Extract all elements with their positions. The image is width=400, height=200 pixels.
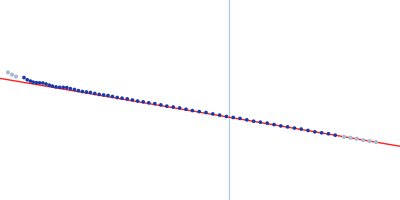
Point <box>56 86 63 89</box>
Point <box>119 97 125 100</box>
Point <box>105 94 111 97</box>
Point <box>298 127 304 131</box>
Point <box>312 130 318 133</box>
Point <box>318 131 325 134</box>
Point <box>176 106 183 110</box>
Point <box>67 87 74 90</box>
Point <box>271 123 277 126</box>
Point <box>305 129 311 132</box>
Point <box>347 136 354 139</box>
Point <box>64 86 70 89</box>
Point <box>170 105 176 109</box>
Point <box>291 126 298 130</box>
Point <box>92 92 98 95</box>
Point <box>230 116 236 119</box>
Point <box>140 100 146 103</box>
Point <box>43 82 49 86</box>
Point <box>79 90 86 93</box>
Point <box>210 112 216 116</box>
Point <box>152 102 158 105</box>
Point <box>183 108 189 111</box>
Point <box>33 81 40 84</box>
Point <box>27 79 34 83</box>
Point <box>146 101 152 104</box>
Point <box>71 88 78 91</box>
Point <box>24 78 30 81</box>
Point <box>83 90 90 94</box>
Point <box>360 139 366 142</box>
Point <box>257 121 264 124</box>
Point <box>332 134 338 137</box>
Point <box>114 96 120 99</box>
Point <box>196 110 202 113</box>
Point <box>354 137 360 140</box>
Point <box>164 105 170 108</box>
Point <box>49 84 56 88</box>
Point <box>13 75 19 78</box>
Point <box>134 99 141 103</box>
Point <box>223 115 230 118</box>
Point <box>100 93 107 97</box>
Point <box>284 125 291 128</box>
Point <box>87 91 94 94</box>
Point <box>366 140 373 143</box>
Point <box>60 86 66 89</box>
Point <box>36 81 43 84</box>
Point <box>278 124 284 128</box>
Point <box>158 103 164 106</box>
Point <box>5 71 11 74</box>
Point <box>96 93 102 96</box>
Point <box>53 85 59 89</box>
Point <box>264 122 270 125</box>
Point <box>9 73 15 76</box>
Point <box>203 111 209 114</box>
Point <box>216 114 223 117</box>
Point <box>46 84 52 87</box>
Point <box>40 81 46 85</box>
Point <box>237 117 243 120</box>
Point <box>244 118 250 121</box>
Point <box>21 76 27 79</box>
Point <box>189 109 196 112</box>
Point <box>373 140 379 144</box>
Point <box>325 132 332 135</box>
Point <box>129 98 136 102</box>
Point <box>75 89 82 92</box>
Point <box>30 81 36 84</box>
Point <box>124 97 130 100</box>
Point <box>250 120 257 123</box>
Point <box>109 95 116 98</box>
Point <box>341 135 347 138</box>
